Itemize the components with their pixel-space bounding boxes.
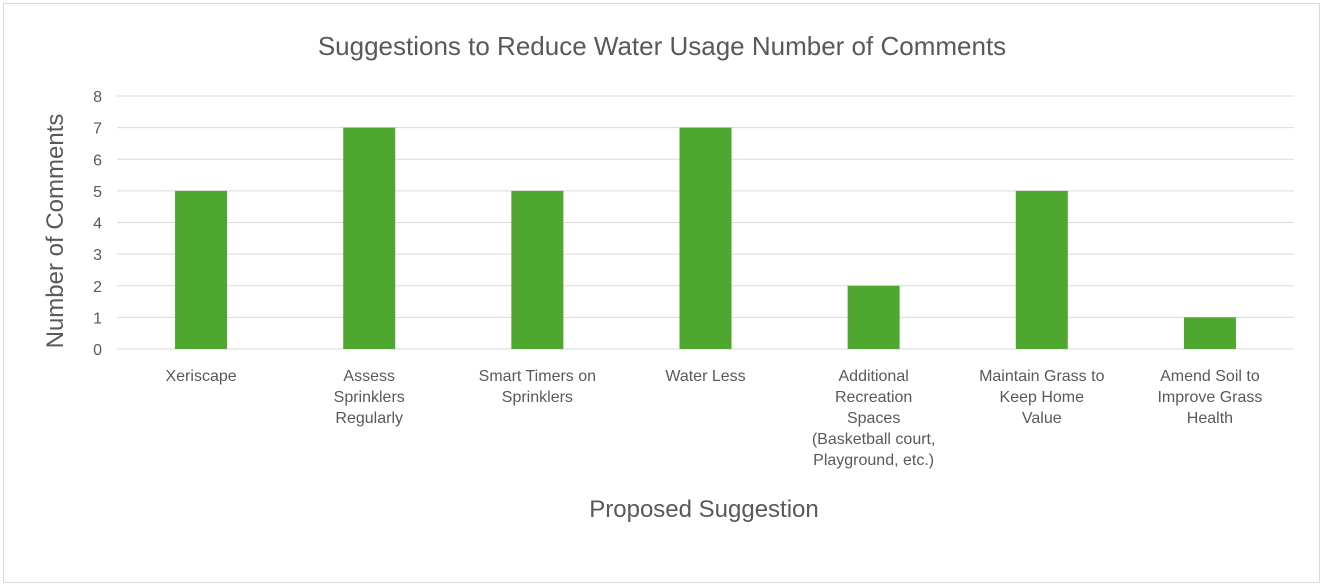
- y-tick-label: 3: [93, 247, 102, 264]
- bar: [1015, 190, 1068, 349]
- bar: [511, 190, 564, 349]
- y-tick-label: 5: [93, 184, 102, 201]
- x-category-label: Smart Timers on Sprinklers: [479, 368, 596, 406]
- y-tick-label: 6: [93, 152, 102, 169]
- x-axis-categories: Xeriscape Assess Sprinklers Regularly Smart …: [165, 368, 1262, 469]
- x-category-label: Additional Recreation Spaces (Basketball co…: [812, 368, 936, 469]
- bar: [1183, 317, 1236, 349]
- bar: [343, 127, 396, 349]
- bars: [175, 127, 1236, 349]
- y-tick-label: 4: [93, 216, 102, 233]
- y-axis-title: Number of Comments: [42, 114, 69, 349]
- y-tick-label: 0: [93, 342, 102, 359]
- bar: [847, 285, 900, 349]
- bar: [679, 127, 732, 349]
- y-tick-label: 1: [93, 310, 102, 327]
- bar: [175, 190, 228, 349]
- x-category-label: Maintain Grass to Keep Home Value: [979, 368, 1104, 427]
- y-tick-label: 8: [93, 89, 102, 106]
- x-axis-title: Proposed Suggestion: [589, 496, 819, 523]
- y-tick-label: 2: [93, 279, 102, 296]
- chart-title: Suggestions to Reduce Water Usage Number…: [318, 31, 1006, 61]
- x-category-label: Assess Sprinklers Regularly: [334, 368, 405, 427]
- y-tick-label: 7: [93, 121, 102, 138]
- y-axis-ticks: 0 1 2 3 4 5 6 7 8: [93, 89, 102, 359]
- x-category-label: Water Less: [665, 368, 745, 385]
- x-category-label: Xeriscape: [165, 368, 236, 385]
- x-category-label: Amend Soil to Improve Grass Health: [1157, 368, 1262, 427]
